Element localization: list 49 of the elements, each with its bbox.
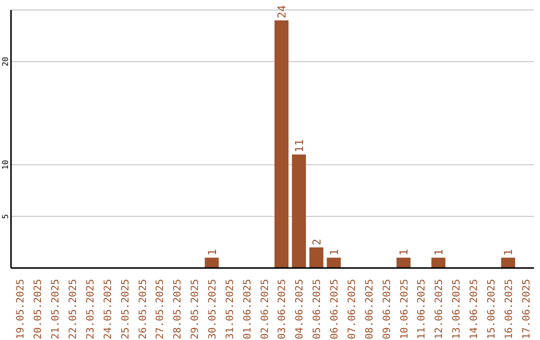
x-tick-label: 10.06.2025 [399,279,410,340]
data-label: 1 [328,249,341,256]
x-tick-label: 30.05.2025 [207,279,218,340]
x-tick-label: 25.05.2025 [120,279,132,340]
x-tick-label: 13.06.2025 [452,279,463,340]
x-tick-label: 24.05.2025 [102,279,114,340]
data-label: 1 [206,249,219,256]
x-tick-label: 22.05.2025 [68,279,80,340]
bar [326,258,341,268]
bar [396,258,411,268]
bar [501,258,516,268]
x-tick-label: 23.05.2025 [85,279,96,340]
x-tick-label: 16.06.2025 [504,279,515,340]
x-tick-label: 27.05.2025 [155,279,166,340]
x-tick-label: 04.06.2025 [294,279,306,340]
data-label: 1 [432,249,446,256]
y-tick-label: 10 [1,160,10,170]
data-label: 1 [502,249,516,256]
x-tick-label: 06.06.2025 [330,279,341,340]
x-tick-label: 17.06.2025 [521,279,532,340]
x-tick-label: 29.05.2025 [190,279,202,340]
data-label: 24 [276,4,288,18]
bar [431,258,446,268]
x-tick-label: 14.06.2025 [468,279,480,340]
y-tick-label: 5 [1,214,10,219]
x-tick-label: 28.05.2025 [172,279,184,340]
data-label: 11 [292,139,306,152]
x-tick-label: 03.06.2025 [277,279,288,340]
x-tick-label: 05.06.2025 [312,279,324,340]
x-tick-label: 12.06.2025 [434,279,446,340]
bar [309,247,324,268]
data-label: 2 [310,238,324,246]
x-tick-label: 11.06.2025 [416,279,428,340]
x-tick-label: 20.05.2025 [33,279,44,340]
x-tick-label: 26.05.2025 [138,279,149,340]
x-tick-label: 07.06.2025 [346,279,358,340]
x-tick-label: 31.05.2025 [224,279,236,340]
bar [204,258,219,268]
bar [274,20,288,268]
x-tick-label: 01.06.2025 [242,279,254,340]
x-tick-label: 09.06.2025 [382,279,393,340]
data-label: 1 [398,249,411,256]
x-tick-label: 08.06.2025 [364,279,376,340]
x-tick-label: 21.05.2025 [50,279,62,340]
bar [292,154,306,268]
x-tick-label: 19.05.2025 [16,279,27,340]
x-tick-label: 15.06.2025 [486,279,498,340]
y-tick-label: 20 [1,56,10,66]
x-tick-label: 02.06.2025 [260,279,271,340]
